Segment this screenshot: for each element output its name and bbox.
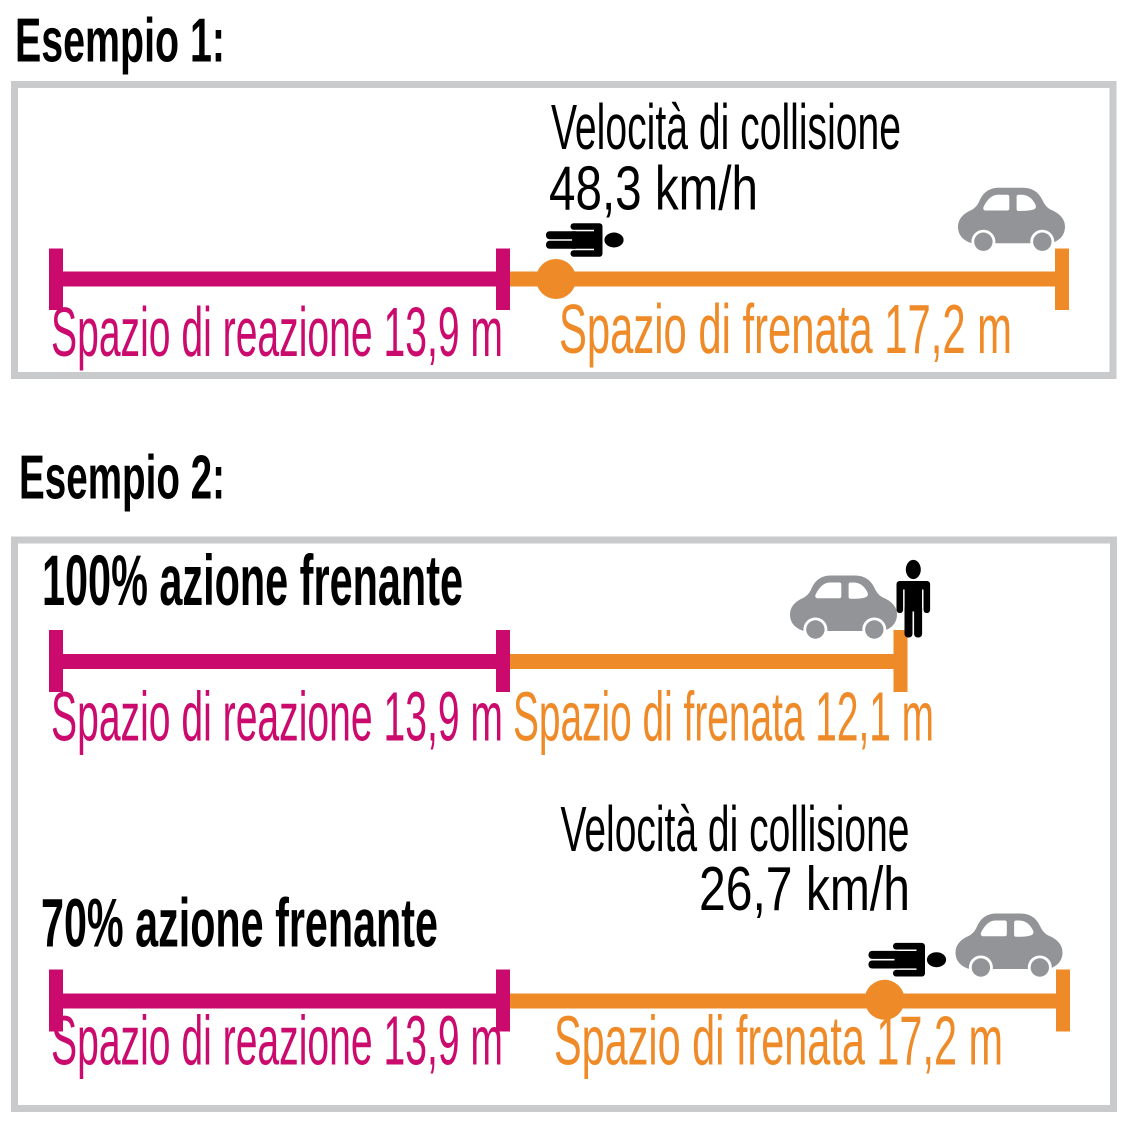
svg-text:Spazio di frenata 12,1 m: Spazio di frenata 12,1 m: [513, 678, 934, 756]
svg-text:Esempio 2:: Esempio 2:: [19, 444, 225, 513]
svg-text:100% azione frenante: 100% azione frenante: [42, 542, 463, 621]
svg-text:Spazio di reazione 13,9 m: Spazio di reazione 13,9 m: [51, 678, 503, 756]
svg-text:Velocità di collisione: Velocità di collisione: [551, 91, 901, 163]
svg-text:Esempio 1:: Esempio 1:: [15, 7, 225, 76]
svg-text:70% azione frenante: 70% azione frenante: [41, 885, 438, 962]
svg-text:Spazio di frenata 17,2 m: Spazio di frenata 17,2 m: [554, 1002, 1003, 1080]
svg-text:Spazio di reazione 13,9 m: Spazio di reazione 13,9 m: [51, 293, 503, 371]
svg-text:Velocità di collisione: Velocità di collisione: [561, 793, 910, 865]
svg-text:26,7 km/h: 26,7 km/h: [699, 855, 910, 924]
svg-text:Spazio di frenata 17,2 m: Spazio di frenata 17,2 m: [559, 290, 1012, 368]
svg-text:Spazio di reazione 13,9 m: Spazio di reazione 13,9 m: [51, 1002, 503, 1080]
svg-text:48,3 km/h: 48,3 km/h: [549, 155, 758, 224]
